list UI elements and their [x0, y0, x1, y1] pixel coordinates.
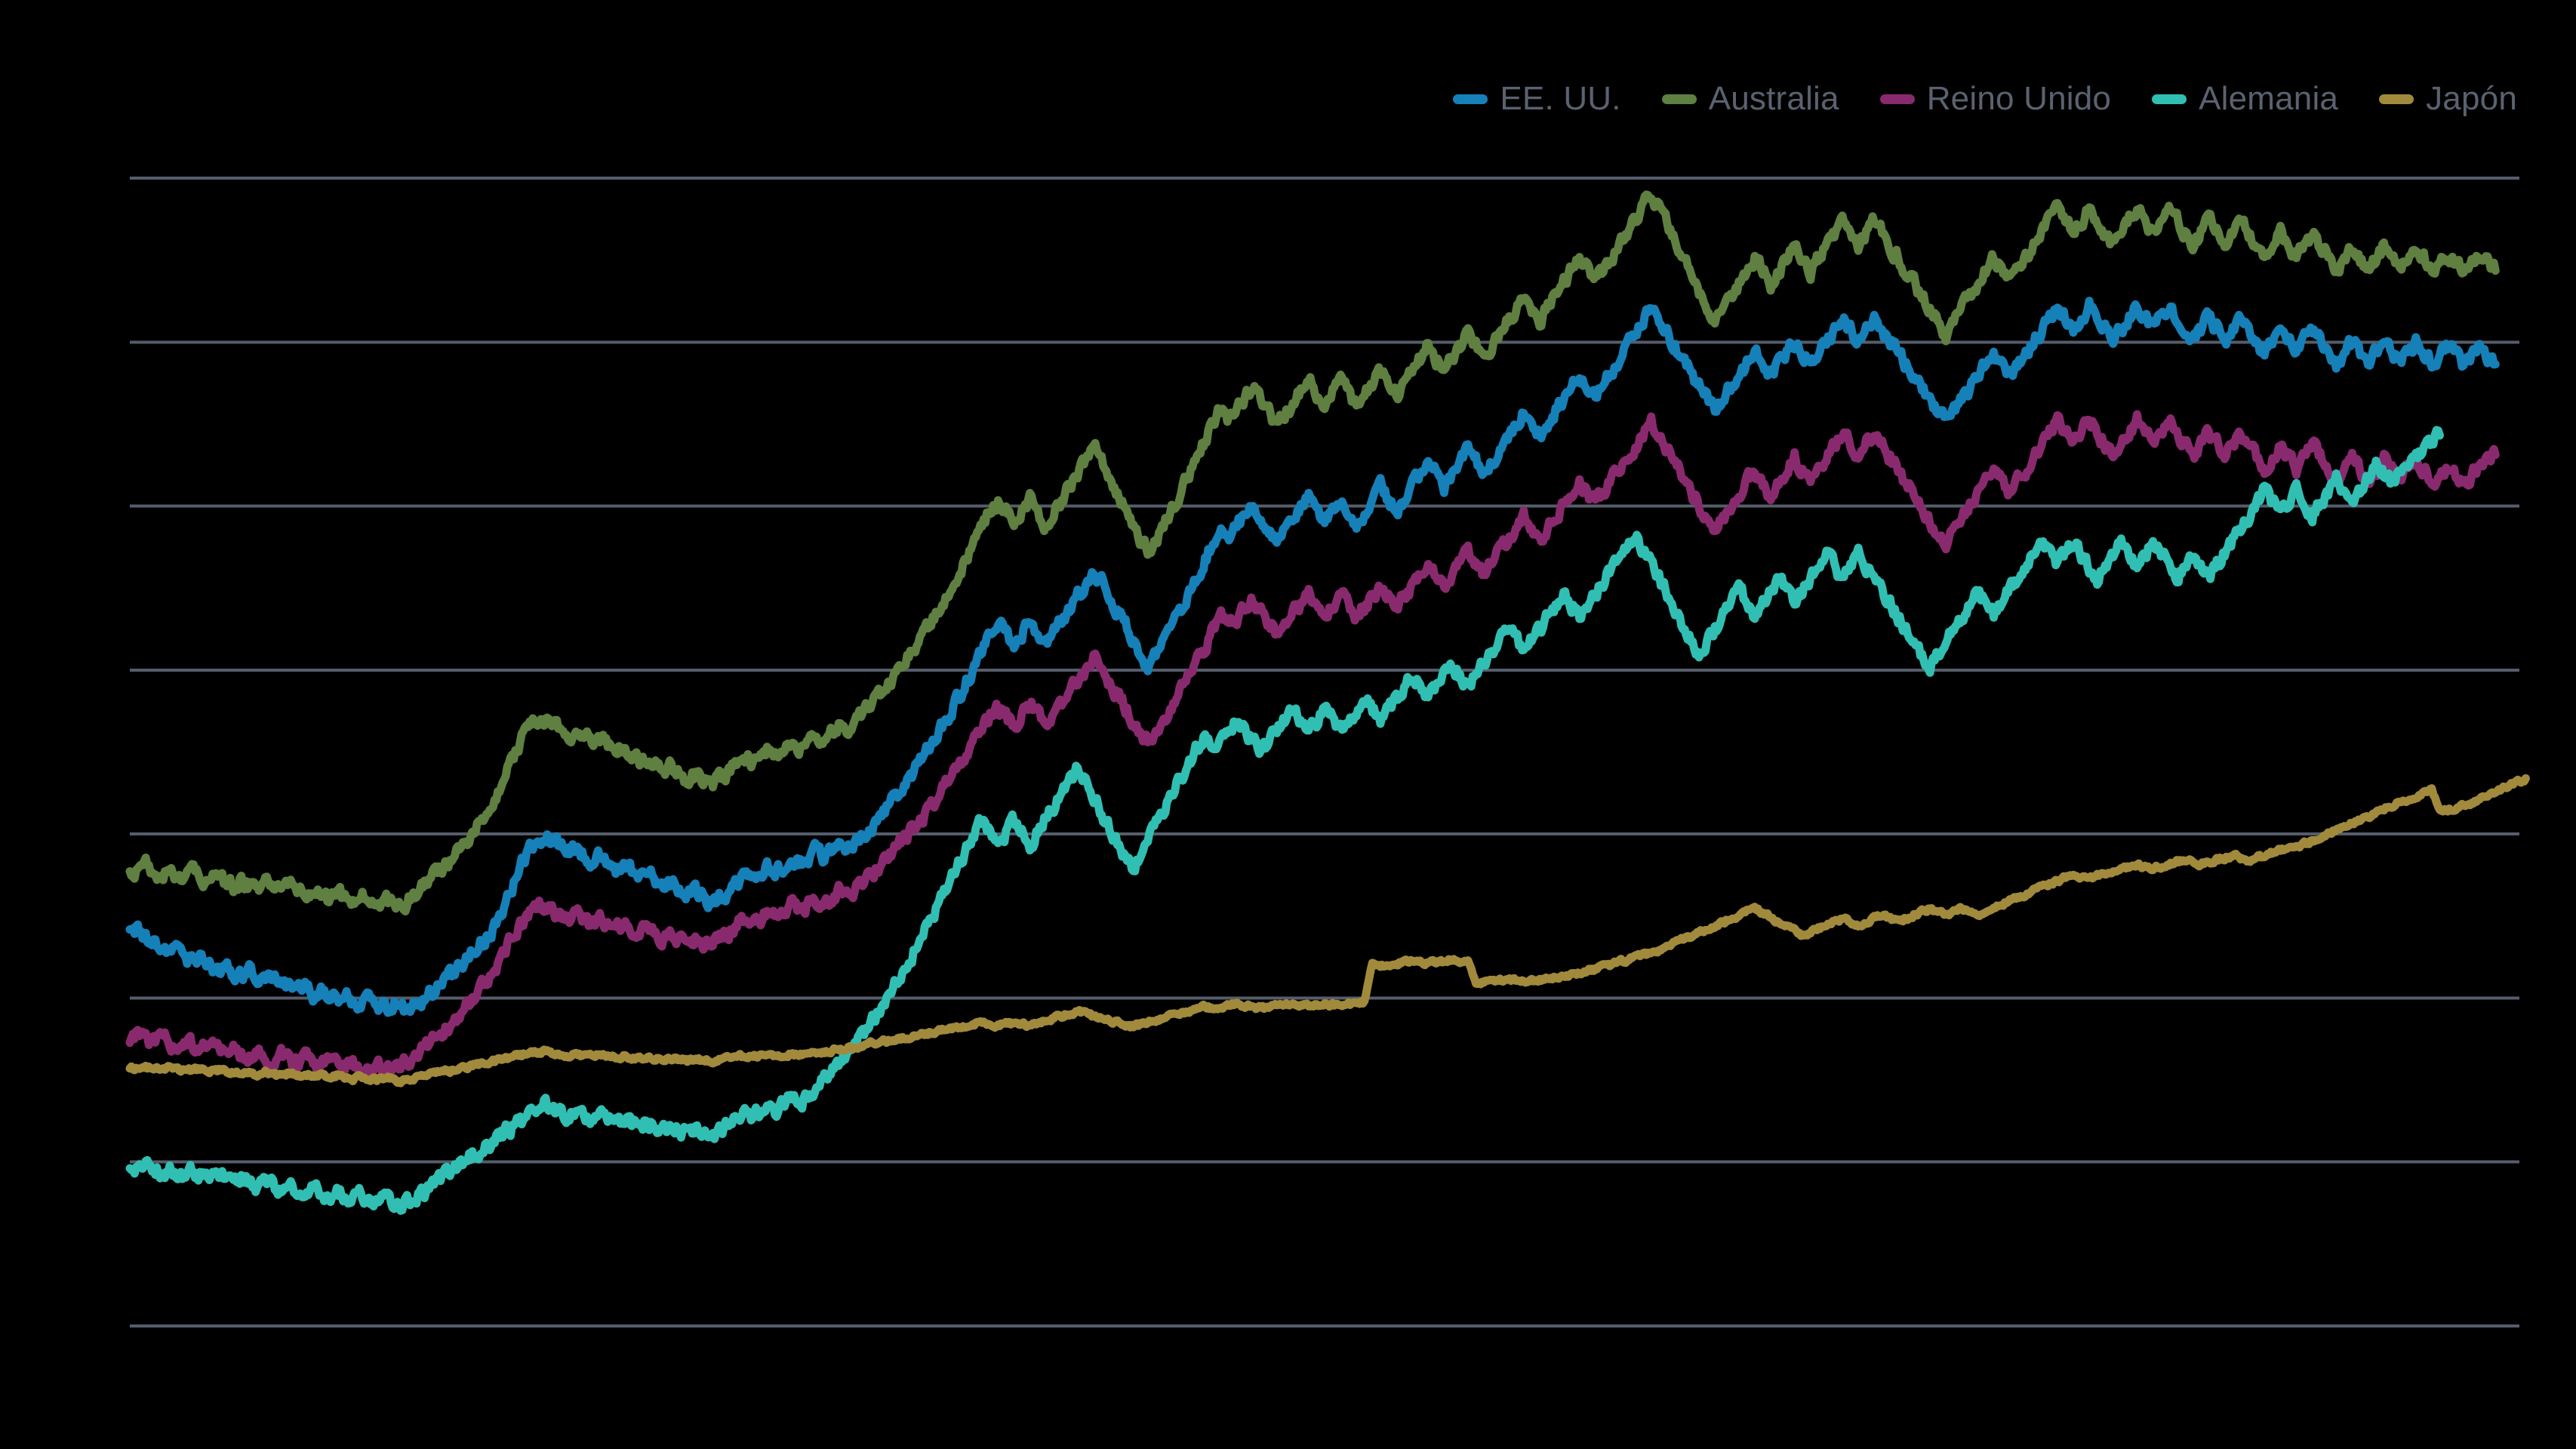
legend-line-swatch-icon — [1661, 94, 1697, 104]
series-group — [125, 190, 2530, 1215]
legend-label: Alemania — [2199, 80, 2339, 117]
series-line-australia — [125, 190, 2500, 915]
legend-line-swatch-icon — [1879, 94, 1915, 104]
legend-label: EE. UU. — [1500, 80, 1621, 117]
series-line-jap-n — [125, 774, 2530, 1088]
legend-item-japon[interactable]: Japón — [2379, 82, 2517, 115]
legend-item-reino-unido[interactable]: Reino Unido — [1879, 80, 2112, 117]
legend-label: Australia — [1708, 80, 1839, 117]
legend-item-australia[interactable]: Australia — [1661, 80, 1839, 117]
chart-legend: EE. UU. Australia Reino Unido Alemania J… — [0, 72, 2576, 125]
legend-item-alemania[interactable]: Alemania — [2152, 82, 2338, 115]
legend-line-swatch-icon — [2152, 94, 2187, 104]
legend-line-swatch-icon — [1453, 94, 1488, 104]
series-line-ee-uu — [125, 297, 2500, 1017]
gridlines-group — [130, 177, 2519, 1327]
legend-label: Reino Unido — [1926, 80, 2112, 117]
legend-label: Japón — [2426, 80, 2517, 117]
legend-line-swatch-icon — [2379, 94, 2414, 104]
legend-item-ee-uu[interactable]: EE. UU. — [1453, 80, 1621, 117]
series-line-alemania — [125, 426, 2444, 1215]
series-line-reino-unido — [125, 410, 2500, 1080]
